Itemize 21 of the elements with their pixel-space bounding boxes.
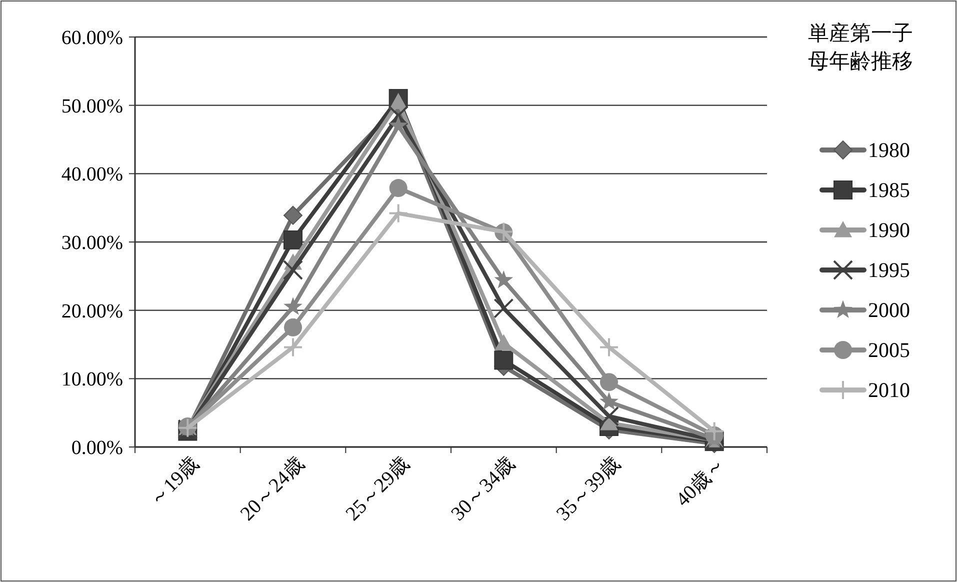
y-tick-label: 20.00% — [61, 300, 123, 322]
y-tick-label: 60.00% — [61, 27, 123, 49]
legend-label: 2010 — [868, 378, 910, 402]
y-tick-label: 30.00% — [61, 232, 123, 254]
legend-title: 単産第一子母年齢推移 — [808, 21, 913, 73]
x-tick-label: 30～34歳 — [447, 452, 520, 526]
legend-label: 2005 — [868, 338, 910, 362]
legend-label: 1995 — [868, 258, 910, 282]
legend-label: 1990 — [868, 218, 910, 242]
x-tick-label: 35～39歳 — [552, 452, 625, 526]
x-tick-label: 40歳～ — [672, 452, 730, 511]
y-tick-label: 40.00% — [61, 164, 123, 186]
legend-label: 1985 — [868, 178, 910, 202]
x-tick-label: ～19歳 — [145, 452, 204, 511]
y-tick-label: 10.00% — [61, 368, 123, 391]
x-tick-label: 25～29歳 — [342, 452, 414, 526]
legend-label: 1980 — [868, 138, 910, 162]
y-tick-label: 0.00% — [71, 437, 123, 459]
x-tick-label: 20～24歳 — [236, 452, 309, 526]
legend-label: 2000 — [868, 298, 910, 322]
y-tick-label: 50.00% — [61, 95, 123, 118]
